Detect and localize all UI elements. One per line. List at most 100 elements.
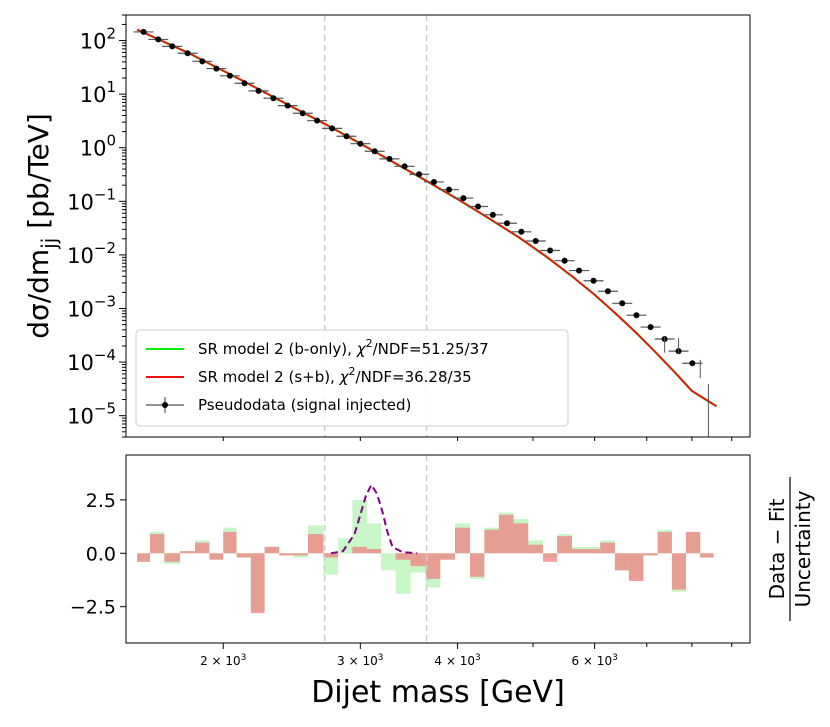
sb-residual-bar: [236, 553, 251, 558]
data-point: [386, 155, 393, 162]
data-point: [504, 220, 511, 227]
sb-residual-bar: [543, 553, 558, 562]
ratio-reference-lines: [323, 455, 428, 643]
x-tick-label-0: 2 × 103: [200, 653, 246, 668]
data-point: [576, 267, 583, 274]
sb-residual-bar: [209, 553, 224, 560]
data-point: [213, 65, 220, 72]
data-point: [604, 288, 611, 295]
y-tick-label-4: 10−2: [67, 239, 116, 268]
data-point: [416, 171, 423, 178]
data-point: [547, 247, 554, 254]
data-point: [590, 277, 597, 284]
main-x-ticks: [222, 437, 733, 441]
data-point: [343, 133, 350, 140]
data-point: [329, 125, 336, 132]
sb-residual-bar: [571, 549, 587, 554]
sb-residual-bar: [410, 553, 426, 567]
data-point: [430, 178, 437, 185]
sb-residual-bar: [180, 551, 196, 554]
main-axes-frame: [125, 14, 751, 438]
signal-dashed-line: [330, 482, 418, 555]
sb-residual-bar: [586, 549, 601, 554]
data-point: [241, 80, 248, 87]
y-tick-label-0: 102: [80, 25, 116, 54]
sb-residual-bar: [164, 553, 181, 562]
data-point: [475, 203, 482, 210]
data-point: [255, 87, 262, 94]
bonly-residual-bar: [323, 553, 339, 575]
sb-residual-bar: [308, 534, 324, 554]
y-tick-label-3: 10−1: [67, 185, 116, 214]
main-y-ticks: 102 101 100 10−1 10−2 10−3 10−4 10−5: [67, 14, 126, 438]
sb-residual-bar: [685, 531, 701, 554]
x-tick-label-2: 4 × 103: [434, 653, 480, 668]
data-point: [401, 163, 408, 170]
sb-residual-bar: [657, 531, 672, 554]
signal-curve: [330, 482, 418, 555]
x-tick-label-3: 6 × 103: [571, 653, 617, 668]
sb-residual-bar: [600, 542, 615, 554]
legend-items: SR model 2 (b-only), χ2/NDF=51.25/37 SR m…: [146, 337, 489, 414]
y-tick-label-2: 100: [80, 132, 116, 161]
data-point: [357, 140, 364, 147]
sb-residual-bar: [352, 546, 368, 554]
fit-curves: [136, 28, 717, 408]
data-point: [284, 102, 291, 109]
data-point: [140, 28, 147, 35]
data-point: [169, 43, 176, 50]
data-point: [532, 237, 539, 244]
sb-residual-bar: [528, 544, 544, 554]
sb-residual-bar: [484, 529, 499, 554]
x-axis-label: Dijet mass [GeV]: [311, 675, 565, 710]
residual-bars: [137, 499, 714, 614]
sb-residual-bar: [455, 527, 471, 554]
data-point: [184, 50, 191, 57]
data-point: [489, 211, 496, 218]
ratio-y-tick-label-2: −2.5: [70, 597, 116, 619]
y-tick-label-5: 10−3: [67, 293, 116, 322]
bonly-residual-bar: [367, 523, 382, 554]
legend-label-0: SR model 2 (b-only), χ2/NDF=51.25/37: [198, 337, 489, 358]
sb-residual-bar: [279, 553, 294, 556]
bonly-residual-bar: [381, 553, 396, 571]
data-point: [199, 58, 206, 65]
data-point: [561, 257, 568, 264]
sb-residual-bar: [137, 553, 150, 562]
sb-residual-bar: [614, 553, 629, 571]
data-point: [460, 195, 467, 202]
legend-marker: [162, 402, 168, 408]
y-tick-label-1: 101: [80, 78, 116, 107]
sb-residual-bar: [293, 553, 309, 556]
sb-residual-bar: [367, 549, 382, 554]
y-tick-label-7: 10−5: [67, 400, 116, 429]
sb-residual-bar: [470, 553, 485, 577]
legend-label-2: Pseudodata (signal injected): [198, 396, 411, 414]
data-point: [270, 95, 277, 102]
sb-residual-bar: [250, 553, 265, 614]
ratio-ylabel-numerator: Data − Fit: [765, 499, 789, 600]
legend: SR model 2 (b-only), χ2/NDF=51.25/37 SR m…: [135, 329, 569, 427]
ratio-axes-frame: [125, 454, 751, 644]
sb-residual-bar: [264, 546, 280, 554]
main-panel: 102 101 100 10−1 10−2 10−3 10−4 10−5 dσ/dmjj [p…: [22, 14, 751, 441]
sb-residual-bar: [643, 553, 658, 556]
sb-residual-bar: [671, 553, 686, 590]
x-tick-label-1: 3 × 103: [337, 653, 383, 668]
pseudodata-points: [133, 28, 709, 437]
ratio-y-ticks: 2.5 0.0 −2.5: [70, 490, 126, 619]
sb-residual-bar: [498, 514, 514, 554]
data-point: [299, 110, 306, 117]
ratio-ylabel-denominator: Uncertainty: [791, 490, 815, 607]
sb-residual-bar: [149, 534, 165, 554]
sb-residual-bar: [425, 553, 441, 579]
y-tick-label-6: 10−4: [67, 346, 116, 375]
ratio-y-tick-label-1: 0.0: [86, 543, 116, 565]
data-point: [619, 300, 626, 307]
sb-residual-bar: [440, 553, 456, 560]
ratio-panel: 2.50.0−2.5 2 × 103 3 × 103 4 × 103 6 × 103 …: [70, 454, 815, 668]
sb-residual-bar: [395, 553, 411, 560]
main-y-axis-label: dσ/dmjj [pb/TeV]: [22, 113, 61, 339]
data-point: [314, 117, 321, 124]
